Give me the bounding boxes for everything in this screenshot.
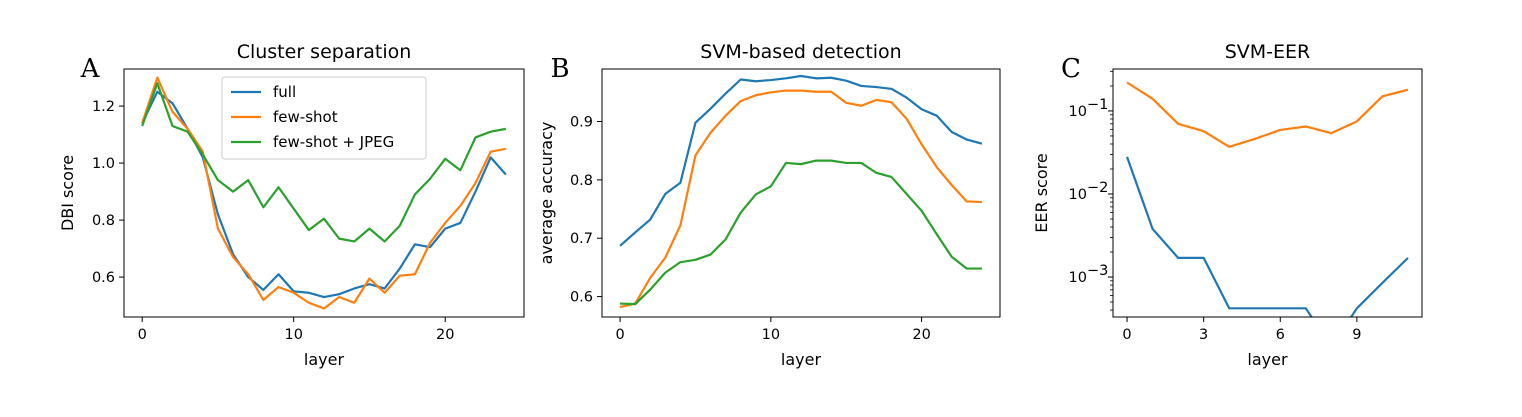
axes-frame: [123, 68, 525, 318]
series-line-3: [620, 159, 982, 306]
chart-title: SVM-based detection: [700, 41, 901, 63]
y-tick-label: 1.0: [92, 156, 115, 172]
y-tick-label: 10: [1069, 104, 1087, 120]
x-tick-label: 6: [1276, 327, 1285, 343]
panel-b: 0 10 20 0.6 0.7 0.8 0.9 SVM-based detection laye…: [537, 41, 1001, 369]
series-line-2: [1126, 81, 1409, 148]
series-line-few-shot: [141, 76, 507, 310]
x-tick-label: 20: [436, 327, 454, 343]
x-tick-label: 9: [1352, 327, 1361, 343]
y-tick-label: 0.8: [570, 173, 593, 189]
panel-a: 0 10 20 0.6 0.8 1.0 1.2 Cluster separation layer…: [58, 41, 525, 369]
legend-label: full: [273, 83, 296, 101]
x-axis-label: layer: [304, 350, 345, 369]
chart-title: Cluster separation: [237, 41, 412, 63]
panel-label: B: [550, 54, 569, 84]
y-tick-label: 1.2: [92, 99, 115, 115]
legend-label: few-shot: [273, 108, 338, 126]
x-tick-label: 20: [912, 327, 930, 343]
x-axis-label: layer: [781, 350, 822, 369]
y-tick-base: 10: [1069, 104, 1087, 120]
axes-frame: [1112, 68, 1423, 318]
y-tick-label: 0.7: [570, 231, 593, 247]
series-line-2: [619, 89, 982, 309]
y-tick-label: 10: [1069, 270, 1087, 286]
y-axis-label: EER score: [1032, 153, 1051, 232]
series-line-1: [1126, 156, 1409, 317]
panel-label: C: [1061, 54, 1081, 84]
x-axis-label: layer: [1247, 350, 1288, 369]
x-tick-label: 0: [138, 327, 147, 343]
y-tick-label: 0.6: [570, 290, 593, 306]
x-tick-label: 0: [615, 327, 624, 343]
x-tick-label: 3: [1199, 327, 1208, 343]
series-line-few-shot-jpeg: [141, 82, 507, 243]
y-tick-label: 0.9: [570, 115, 593, 131]
axes-frame: [601, 68, 1001, 318]
y-tick-label: 0.6: [92, 270, 115, 286]
legend: full few-shot few-shot + JPEG: [221, 76, 427, 160]
legend-box: [221, 76, 427, 160]
panel-label: A: [80, 54, 101, 84]
x-tick-label: 10: [762, 327, 780, 343]
y-tick-label: 10: [1069, 187, 1087, 203]
y-axis-label: average accuracy: [537, 122, 556, 265]
y-tick-exponent: −1: [1087, 97, 1108, 113]
series-line-full: [141, 90, 507, 299]
y-tick-exponent: −2: [1087, 180, 1108, 196]
y-tick-base: 10: [1069, 270, 1087, 286]
x-tick-label: 10: [284, 327, 302, 343]
series-line-1: [619, 74, 983, 247]
y-tick-exponent: −3: [1087, 263, 1108, 279]
chart-title: SVM-EER: [1225, 41, 1311, 63]
y-tick-base: 10: [1069, 187, 1087, 203]
y-tick-label: 0.8: [92, 213, 115, 229]
y-axis-label: DBI score: [58, 155, 77, 231]
x-tick-label: 0: [1122, 327, 1131, 343]
legend-label: few-shot + JPEG: [273, 133, 394, 151]
